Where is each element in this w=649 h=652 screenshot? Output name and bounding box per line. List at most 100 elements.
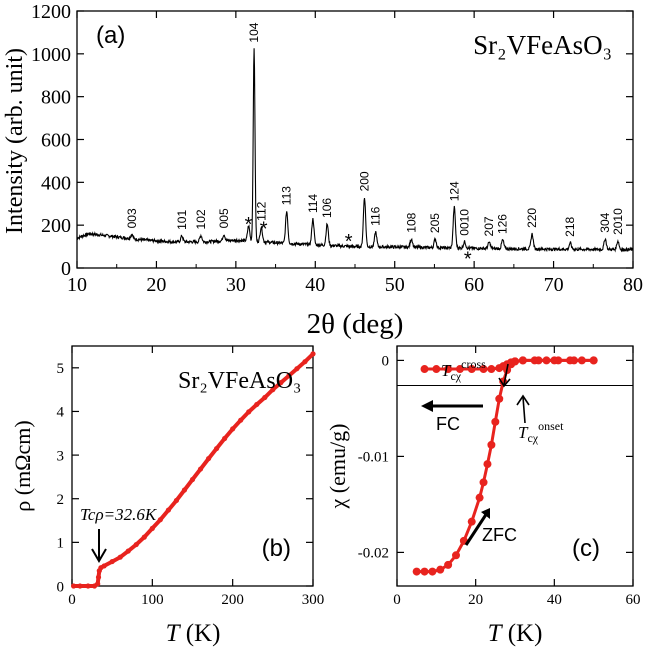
susceptibility-zfc-point: [452, 551, 460, 560]
susceptibility-y-tick-label: 0: [382, 354, 390, 370]
resistivity-point: [77, 583, 83, 589]
resistivity-point: [270, 387, 276, 393]
resistivity-point: [125, 548, 131, 554]
resistivity-y-tick-label: 5: [57, 361, 65, 377]
resistivity-point: [71, 583, 77, 589]
xrd-peak-label: 205: [428, 213, 442, 233]
resistivity-y-tick-label: 1: [57, 536, 65, 552]
panel-a-label: (a): [96, 22, 125, 49]
resistivity-point: [149, 525, 155, 532]
xrd-x-tick-label: 20: [146, 274, 166, 296]
resistivity-y-tick-label: 0: [57, 579, 65, 595]
resistivity-x-tick-label: 200: [221, 592, 244, 608]
resistivity-point: [214, 445, 220, 452]
xrd-y-tick-label: 600: [41, 130, 71, 152]
xrd-peak-label: 108: [404, 212, 418, 232]
xrd-peak-label: 112: [254, 201, 268, 220]
susceptibility-x-axis-label: T (K): [488, 620, 543, 647]
xrd-pattern: [76, 48, 634, 253]
resistivity-x-tick-label: 100: [141, 592, 164, 608]
susceptibility-curves: [412, 356, 598, 576]
xrd-x-tick-label: 40: [305, 274, 325, 296]
resistivity-point: [173, 497, 180, 504]
susceptibility-zfc-point: [570, 356, 578, 365]
resistivity-point: [117, 554, 123, 560]
resistivity-y-tick-label: 2: [57, 492, 65, 508]
susceptibility-zfc-point: [491, 417, 500, 426]
resistivity-point: [205, 455, 212, 462]
xrd-peak-label: 0010: [458, 209, 472, 236]
resistivity-ticks: 0 100 200 300 0 1 2 3 4 5: [57, 346, 325, 608]
resistivity-point: [254, 401, 260, 408]
resistivity-point: [222, 435, 228, 442]
resistivity-point: [95, 581, 101, 587]
susceptibility-zfc-point: [550, 356, 559, 365]
resistivity-point: [278, 380, 284, 386]
susceptibility-zfc-point: [444, 560, 453, 569]
xrd-y-tick-label: 0: [61, 258, 71, 280]
susceptibility-plot-frame: [396, 345, 634, 587]
xrd-peak-label: 113: [280, 186, 294, 205]
xrd-line: [76, 48, 634, 253]
xrd-y-axis-label: Intensity (arb. unit): [2, 48, 28, 234]
xrd-peak-label: 124: [447, 181, 461, 201]
xrd-peak-label: 104: [247, 22, 261, 42]
xrd-peak-label: 2010: [611, 208, 625, 235]
resistivity-point: [133, 541, 139, 548]
resistivity-panel: 0 100 200 300 0 1 2 3 4 5 Sr₂VFeAsO₃ Tcρ=32.6K (b…: [10, 345, 325, 647]
susceptibility-ticks: 0 20 40 60 0 -0.01 -0.02: [358, 346, 641, 608]
resistivity-point: [109, 558, 115, 565]
resistivity-curve: [71, 351, 316, 589]
xrd-peak-label: 114: [306, 194, 320, 213]
xrd-peak-label: 106: [320, 198, 334, 218]
resistivity-point: [286, 373, 292, 379]
zfc-arrow: [464, 508, 490, 546]
tc-rho-arrow: [91, 529, 107, 563]
resistivity-point: [101, 563, 107, 569]
susceptibility-fc-point: [467, 365, 476, 374]
xrd-impurity-markers: * * * *: [245, 214, 472, 270]
susceptibility-zfc-point: [589, 356, 598, 365]
susceptibility-zfc-point: [467, 517, 476, 526]
susceptibility-zfc-point: [475, 493, 484, 502]
xrd-peak-label: 101: [175, 210, 189, 230]
xrd-peak-label: 304: [598, 212, 612, 232]
susceptibility-zfc-point: [412, 567, 421, 576]
resistivity-point: [230, 426, 236, 432]
susceptibility-y-axis-label: χ (emu/g): [325, 424, 350, 510]
susceptibility-fc-point: [479, 365, 488, 374]
xrd-peak-label: 126: [496, 214, 510, 234]
tc-rho-annotation: Tcρ=32.6K: [80, 505, 158, 524]
susceptibility-zfc-point: [436, 565, 445, 574]
susceptibility-x-tick-label: 60: [626, 592, 641, 608]
resistivity-point: [238, 417, 244, 423]
resistivity-point: [302, 359, 308, 365]
susceptibility-zfc-point: [420, 567, 429, 576]
xrd-peak-label: 116: [369, 206, 383, 225]
impurity-marker: *: [260, 218, 268, 240]
xrd-y-tick-label: 1200: [31, 1, 71, 23]
resistivity-y-tick-label: 4: [57, 405, 65, 421]
susceptibility-zfc-point: [428, 567, 437, 576]
xrd-peak-label: 220: [525, 208, 539, 228]
impurity-marker: *: [464, 248, 472, 270]
susceptibility-zfc-point: [495, 394, 504, 403]
xrd-peak-label: 102: [194, 209, 208, 229]
impurity-marker: *: [345, 231, 353, 253]
xrd-peak-label: 200: [358, 171, 372, 191]
susceptibility-zfc-point: [511, 357, 519, 366]
tc-chi-cross-arrow: [498, 363, 511, 388]
resistivity-point: [165, 507, 171, 513]
resistivity-compound-label: Sr₂VFeAsO₃: [178, 368, 301, 394]
xrd-peak-label: 207: [482, 216, 496, 236]
resistivity-point: [181, 487, 188, 493]
xrd-x-tick-label: 60: [464, 274, 484, 296]
xrd-y-tick-label: 200: [41, 215, 71, 237]
resistivity-point: [157, 517, 163, 523]
susceptibility-y-tick-label: -0.02: [358, 546, 389, 562]
resistivity-x-tick-label: 300: [302, 592, 325, 608]
impurity-marker: *: [245, 214, 253, 236]
susceptibility-fc-point: [455, 365, 464, 374]
susceptibility-y-tick-label: -0.01: [358, 450, 389, 466]
